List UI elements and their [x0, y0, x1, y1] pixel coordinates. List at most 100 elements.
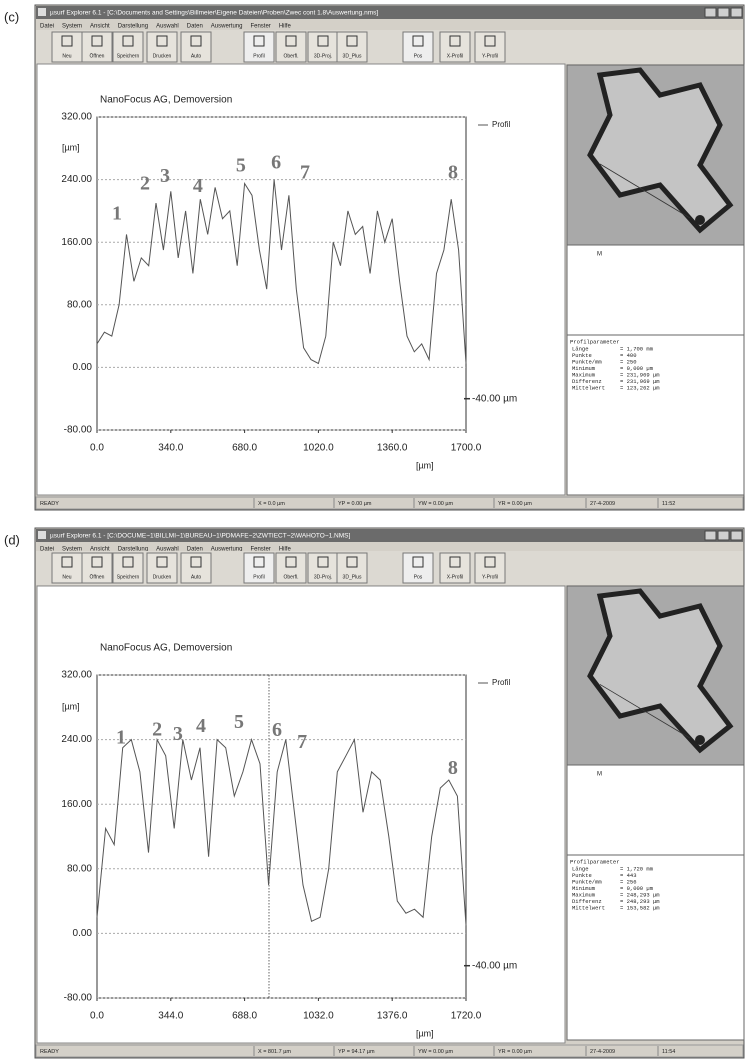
- button-label: Profil: [253, 53, 264, 59]
- button-label: Drucken: [153, 574, 172, 580]
- button-label: Y-Profil: [482, 53, 498, 59]
- status-field: YR = 0.00 µm: [498, 501, 532, 507]
- y-tick-label: 240.00: [61, 734, 92, 745]
- level-marker-label: -40.00 µm: [472, 960, 517, 971]
- button-label: Neu: [62, 574, 71, 580]
- button-label: 3D-Proj.: [314, 574, 332, 580]
- button-label: Speichern: [117, 574, 140, 580]
- window-button[interactable]: [718, 8, 729, 17]
- button-label: Profil: [253, 574, 264, 580]
- peak-label: 8: [448, 162, 458, 184]
- peak-label: 7: [297, 731, 307, 753]
- peak-label: 7: [300, 162, 310, 184]
- app-icon: [38, 531, 46, 539]
- y-tick-label: 240.00: [61, 174, 92, 185]
- level-marker-label: -40.00 µm: [472, 393, 517, 404]
- x-tick-label: 0.0: [90, 1011, 104, 1022]
- image-caption: M: [597, 772, 602, 778]
- peak-label: 3: [160, 165, 170, 187]
- peak-label: 2: [152, 718, 162, 740]
- parameter-title: Profilparameter: [570, 338, 620, 345]
- menu-item[interactable]: Auswahl: [156, 24, 179, 30]
- menu-item[interactable]: Darstellung: [118, 24, 148, 30]
- parameter-value: = 123,262 µm: [620, 384, 660, 391]
- status-field: YW = 0.00 µm: [418, 1049, 454, 1055]
- y-tick-label: 0.00: [73, 362, 93, 373]
- x-tick-label: 1376.0: [377, 1011, 408, 1022]
- peak-label: 4: [193, 175, 203, 197]
- parameter-name: Mittelwert: [572, 904, 605, 911]
- status-field: READY: [40, 501, 59, 507]
- window-button[interactable]: [731, 531, 742, 540]
- button-label: Drucken: [153, 53, 172, 59]
- button-label: Auto: [191, 574, 202, 580]
- button-label: Öffnen: [90, 52, 105, 59]
- button-label: Auto: [191, 53, 202, 59]
- status-field: 11:52: [662, 501, 675, 507]
- menu-item[interactable]: Auswertung: [211, 24, 243, 30]
- window-button[interactable]: [731, 8, 742, 17]
- x-tick-label: 0.0: [90, 443, 104, 454]
- status-field: YP = 94.17 µm: [338, 1049, 375, 1055]
- window-button[interactable]: [705, 8, 716, 17]
- y-axis-label: [µm]: [62, 702, 80, 712]
- y-tick-label: 160.00: [61, 799, 92, 810]
- peak-label: 5: [234, 711, 244, 733]
- white-box: [567, 245, 744, 335]
- menu-item[interactable]: Daten: [187, 24, 203, 30]
- x-tick-label: 680.0: [232, 443, 257, 454]
- plot-frame: [97, 117, 466, 430]
- x-tick-label: 340.0: [158, 443, 183, 454]
- chart-title: NanoFocus AG, Demoversion: [100, 643, 232, 654]
- button-label: Oberfl.: [283, 574, 298, 580]
- peak-label: 5: [236, 155, 246, 177]
- status-field: YR = 0.00 µm: [498, 1049, 532, 1055]
- button-label: 3D_Plus: [343, 53, 362, 59]
- y-tick-label: 320.00: [61, 670, 92, 681]
- legend-label: Profil: [492, 120, 510, 129]
- button-label: Oberfl.: [283, 53, 298, 59]
- button-label: 3D-Proj.: [314, 53, 332, 59]
- x-tick-label: 1032.0: [303, 1011, 334, 1022]
- x-axis-label: [µm]: [416, 460, 434, 470]
- menu-item[interactable]: Datei: [40, 24, 54, 30]
- button-label: Pos: [414, 53, 423, 59]
- panel-label: (c): [4, 9, 19, 24]
- y-tick-label: 0.00: [73, 928, 93, 939]
- menu-item[interactable]: Ansicht: [90, 24, 110, 30]
- x-tick-label: 1720.0: [451, 1011, 482, 1022]
- peak-label: 1: [116, 726, 126, 748]
- status-field: 11:54: [662, 1049, 675, 1055]
- window-button[interactable]: [718, 531, 729, 540]
- chart-title: NanoFocus AG, Demoversion: [100, 95, 232, 106]
- menu-item[interactable]: Fenster: [250, 24, 270, 30]
- y-tick-label: 80.00: [67, 863, 92, 874]
- button-label: 3D_Plus: [343, 574, 362, 580]
- legend-label: Profil: [492, 678, 510, 687]
- x-axis-label: [µm]: [416, 1028, 434, 1038]
- peak-label: 6: [272, 719, 282, 741]
- x-tick-label: 1700.0: [451, 443, 482, 454]
- button-label: X-Profil: [447, 53, 463, 59]
- y-axis-label: [µm]: [62, 143, 80, 153]
- x-tick-label: 344.0: [158, 1011, 183, 1022]
- peak-label: 6: [271, 152, 281, 174]
- parameter-title: Profilparameter: [570, 858, 620, 865]
- page: (c) µsurf Explorer 6.1 - [C:\Documents an…: [0, 0, 747, 1061]
- button-label: X-Profil: [447, 574, 463, 580]
- peak-label: 2: [140, 173, 150, 195]
- menu-item[interactable]: Hilfe: [279, 24, 292, 30]
- panel-label: (d): [4, 532, 20, 547]
- status-field: READY: [40, 1049, 59, 1055]
- window-title: µsurf Explorer 6.1 - [C:\Documents and S…: [50, 10, 378, 17]
- peak-label: 4: [196, 715, 206, 737]
- app-icon: [38, 8, 46, 16]
- menu-item[interactable]: System: [62, 24, 82, 30]
- peak-label: 8: [448, 757, 458, 779]
- status-field: X = 801.7 µm: [258, 1049, 291, 1055]
- y-tick-label: -80.00: [64, 425, 93, 436]
- y-tick-label: 320.00: [61, 112, 92, 123]
- status-field: X = 0.0 µm: [258, 501, 285, 507]
- parameter-name: Mittelwert: [572, 384, 605, 391]
- window-button[interactable]: [705, 531, 716, 540]
